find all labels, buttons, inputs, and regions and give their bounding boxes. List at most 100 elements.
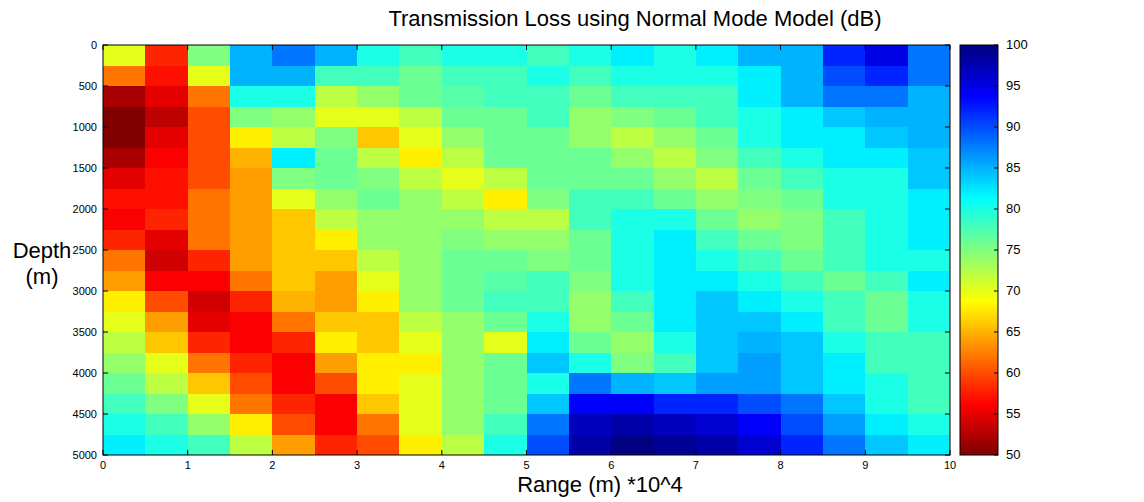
cell [103, 271, 146, 292]
cell [145, 209, 188, 230]
cell [654, 312, 697, 333]
cell [230, 435, 273, 456]
y-tick [103, 414, 108, 415]
cell [696, 312, 739, 333]
cell [399, 168, 442, 189]
cell [272, 291, 315, 312]
cell [103, 209, 146, 230]
cell [738, 373, 781, 394]
cell [230, 209, 273, 230]
cell [315, 45, 358, 66]
cell [484, 45, 527, 66]
cell [527, 127, 570, 148]
x-tick [695, 450, 696, 455]
cell [569, 107, 612, 128]
page: {"chart_data": { "type": "heatmap", "tit… [0, 0, 1144, 502]
cell [569, 148, 612, 169]
cell [315, 230, 358, 251]
cell [654, 230, 697, 251]
cell [442, 107, 485, 128]
cell [103, 291, 146, 312]
colorbar-tick [994, 414, 998, 415]
cell [103, 230, 146, 251]
cell [484, 435, 527, 456]
cell [823, 271, 866, 292]
cell [399, 332, 442, 353]
cell [865, 250, 908, 271]
cell [230, 66, 273, 87]
cell [230, 148, 273, 169]
cell [188, 127, 231, 148]
cell [188, 209, 231, 230]
y-tick [103, 168, 108, 169]
cell [908, 435, 950, 456]
cell [484, 250, 527, 271]
x-tick-label: 2 [269, 459, 275, 471]
cell [442, 86, 485, 107]
cell [103, 332, 146, 353]
cell [823, 332, 866, 353]
x-tick [272, 45, 273, 50]
cell [738, 291, 781, 312]
cell [315, 209, 358, 230]
cell [569, 394, 612, 415]
x-tick [357, 450, 358, 455]
y-tick [945, 45, 950, 46]
cell [188, 107, 231, 128]
cell [442, 394, 485, 415]
title: Transmission Loss using Normal Mode Mode… [388, 6, 881, 31]
cell [527, 107, 570, 128]
cell [357, 312, 400, 333]
x-axis-title: Range (m) *10^4 [517, 472, 683, 497]
cell [823, 127, 866, 148]
cell [738, 86, 781, 107]
cell [103, 312, 146, 333]
cell [272, 332, 315, 353]
cell [357, 435, 400, 456]
y-tick-label: 2500 [73, 244, 97, 256]
x-tick [103, 45, 104, 50]
cell [569, 271, 612, 292]
cell [908, 148, 950, 169]
cell [399, 230, 442, 251]
cell [357, 230, 400, 251]
y-tick-label: 500 [79, 80, 97, 92]
cell [188, 291, 231, 312]
x-tick [695, 45, 696, 50]
cell [865, 86, 908, 107]
cell [611, 66, 654, 87]
x-tick-label: 3 [354, 459, 360, 471]
cell [272, 148, 315, 169]
cell [569, 230, 612, 251]
colorbar-tick [994, 168, 998, 169]
colorbar-tick-label: 100 [1006, 37, 1028, 52]
cell [399, 414, 442, 435]
cell [865, 148, 908, 169]
colorbar-tick [994, 250, 998, 251]
cell [738, 168, 781, 189]
cell [781, 209, 824, 230]
y-tick [103, 373, 108, 374]
cell [145, 250, 188, 271]
cell [188, 414, 231, 435]
cell [865, 291, 908, 312]
cell [654, 250, 697, 271]
cell [145, 127, 188, 148]
cell [611, 353, 654, 374]
cell [569, 414, 612, 435]
cell [781, 66, 824, 87]
cell [527, 189, 570, 210]
colorbar-tick-label: 90 [1006, 119, 1020, 134]
cell [103, 394, 146, 415]
y-tick [945, 332, 950, 333]
x-tick-label: 5 [523, 459, 529, 471]
cell [527, 148, 570, 169]
cell [696, 107, 739, 128]
cell [357, 45, 400, 66]
cell [654, 353, 697, 374]
y-axis-title: Depth(m) [13, 238, 72, 289]
cell [484, 107, 527, 128]
cell [484, 86, 527, 107]
x-tick [950, 45, 951, 50]
cell [908, 353, 950, 374]
